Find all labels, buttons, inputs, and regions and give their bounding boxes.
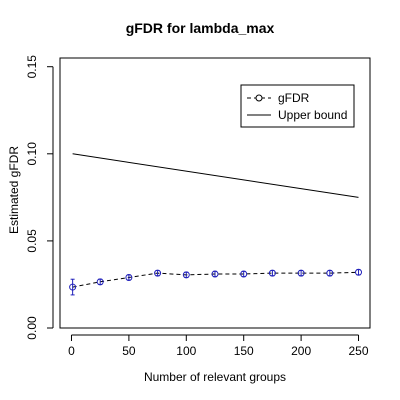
gfdr-point xyxy=(268,269,276,277)
gfdr-point xyxy=(297,269,305,277)
gfdr-series-line xyxy=(72,271,359,288)
gfdr-point xyxy=(326,269,334,277)
y-tick-label: 0.15 xyxy=(25,55,39,79)
x-tick-label: 250 xyxy=(349,344,369,358)
plot-frame xyxy=(59,57,371,329)
gfdr-point xyxy=(96,278,104,286)
y-tick-label: 0.10 xyxy=(25,142,39,166)
gfdr-point xyxy=(125,273,133,281)
gfdr-point xyxy=(182,271,190,279)
legend-label: Upper bound xyxy=(278,108,347,122)
upper-bound-line xyxy=(72,153,359,198)
gfdr-point xyxy=(154,269,162,277)
x-tick-label: 100 xyxy=(176,344,196,358)
chart-title: gFDR for lambda_max xyxy=(125,20,275,36)
gfdr-point xyxy=(211,270,219,278)
legend-marker-gfdr xyxy=(255,94,263,102)
x-tick-label: 150 xyxy=(234,344,254,358)
gfdr-point xyxy=(240,270,248,278)
y-tick-label: 0.00 xyxy=(25,316,39,340)
x-axis-label: Number of relevant groups xyxy=(143,370,287,384)
x-tick-label: 0 xyxy=(68,344,75,358)
y-tick-label: 0.05 xyxy=(25,229,39,253)
legend-box xyxy=(240,84,355,128)
gfdr-point xyxy=(69,283,77,291)
x-tick-label: 200 xyxy=(291,344,311,358)
gfdr-point xyxy=(355,268,363,276)
x-tick-label: 50 xyxy=(122,344,136,358)
legend-label: gFDR xyxy=(278,91,310,105)
